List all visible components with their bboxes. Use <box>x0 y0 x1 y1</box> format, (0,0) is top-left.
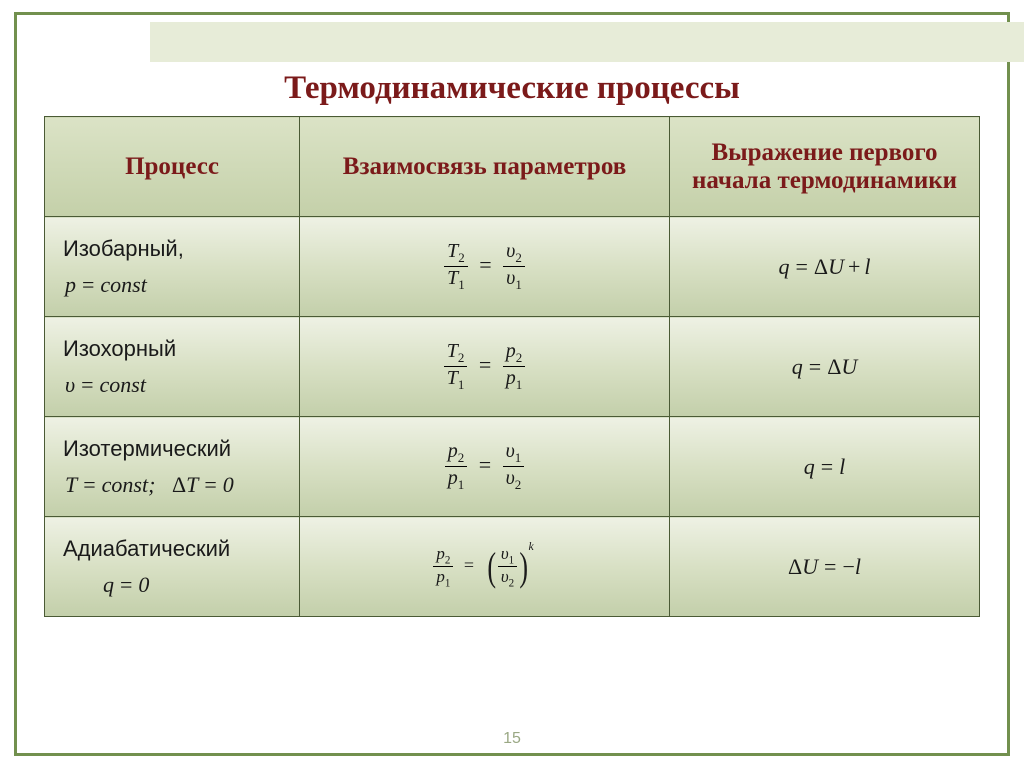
table-row: Адиабатический q=0 p2p1 = ( υ1υ2 ) k ΔU=… <box>45 517 980 617</box>
cell-process-isobaric: Изобарный, p=const <box>45 217 300 317</box>
cell-process-isothermal: Изотермический T=const; ΔT=0 <box>45 417 300 517</box>
process-name: Изохорный <box>63 336 289 362</box>
process-condition: υ=const <box>63 372 289 398</box>
process-name: Адиабатический <box>63 536 289 562</box>
process-condition: p=const <box>63 272 289 298</box>
cell-relation-adiabatic: p2p1 = ( υ1υ2 ) k <box>300 517 670 617</box>
cell-firstlaw-isobaric: q=ΔU+l <box>670 217 980 317</box>
cell-relation-isothermal: p2p1 = υ1υ2 <box>300 417 670 517</box>
table-row: Изобарный, p=const T2T1 = υ2υ1 q=ΔU+l <box>45 217 980 317</box>
col-header-process: Процесс <box>45 117 300 217</box>
thermo-table: Процесс Взаимосвязь параметров Выражение… <box>44 116 980 617</box>
page-title: Термодинамические процессы <box>0 70 1024 107</box>
process-name: Изобарный, <box>63 236 289 262</box>
cell-firstlaw-adiabatic: ΔU=−l <box>670 517 980 617</box>
header-band <box>150 22 1024 62</box>
col-header-relation: Взаимосвязь параметров <box>300 117 670 217</box>
cell-firstlaw-isothermal: q=l <box>670 417 980 517</box>
process-condition: T=const; ΔT=0 <box>63 472 289 498</box>
table-row: Изохорный υ=const T2T1 = p2p1 q=ΔU <box>45 317 980 417</box>
cell-process-adiabatic: Адиабатический q=0 <box>45 517 300 617</box>
table-header-row: Процесс Взаимосвязь параметров Выражение… <box>45 117 980 217</box>
cell-relation-isobaric: T2T1 = υ2υ1 <box>300 217 670 317</box>
cell-firstlaw-isochoric: q=ΔU <box>670 317 980 417</box>
cell-relation-isochoric: T2T1 = p2p1 <box>300 317 670 417</box>
col-header-firstlaw: Выражение первого начала термодинамики <box>670 117 980 217</box>
process-condition: q=0 <box>63 572 289 598</box>
process-name: Изотермический <box>63 436 289 462</box>
page-number: 15 <box>0 730 1024 748</box>
table-row: Изотермический T=const; ΔT=0 p2p1 = υ1υ2… <box>45 417 980 517</box>
cell-process-isochoric: Изохорный υ=const <box>45 317 300 417</box>
